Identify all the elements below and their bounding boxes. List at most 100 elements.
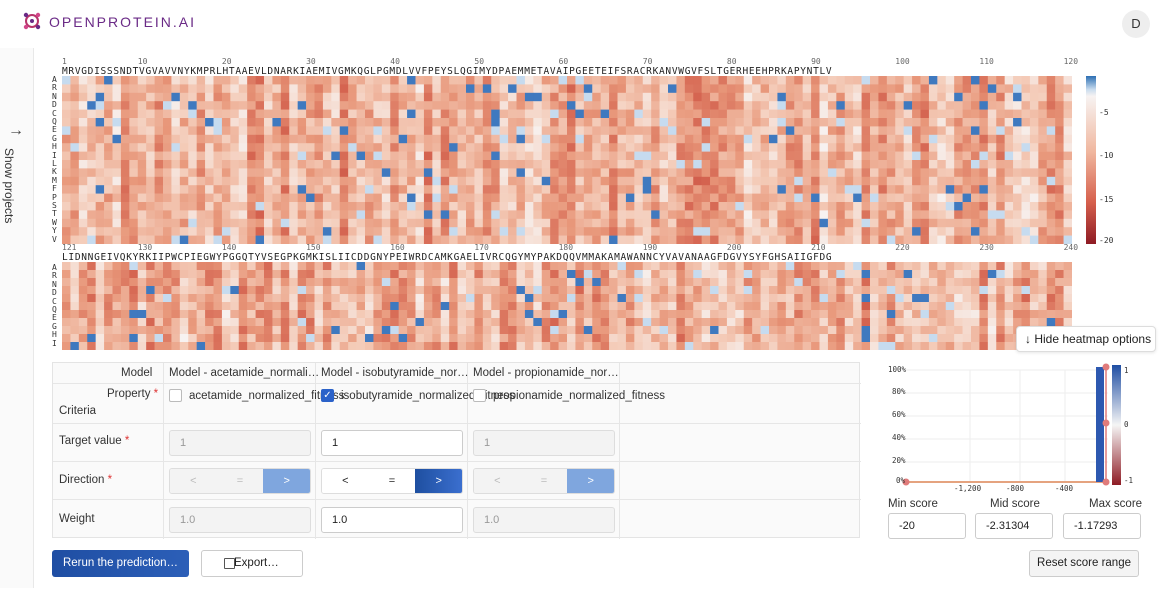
heatmap-cell (726, 76, 736, 85)
direction-greater-button[interactable]: > (263, 469, 310, 493)
heatmap-cell (474, 334, 484, 343)
direction-greater-button[interactable]: > (567, 469, 614, 493)
weight-input-propionamide[interactable]: 1.0 (473, 507, 615, 533)
heatmap-cell (533, 176, 543, 186)
heatmap-cell (491, 134, 500, 144)
user-avatar[interactable]: D (1122, 10, 1150, 38)
rerun-prediction-button[interactable]: Rerun the prediction… (52, 550, 189, 577)
heatmap-cell (769, 109, 778, 119)
heatmap-cell (70, 310, 80, 319)
heatmap-cell (693, 342, 702, 350)
target-input-acetamide[interactable]: 1 (169, 430, 311, 456)
direction-equal-button[interactable]: = (520, 469, 568, 493)
weight-input-isobutyramide[interactable]: 1.0 (321, 507, 463, 533)
heatmap-cell (592, 76, 601, 85)
heatmap-cell (836, 302, 846, 311)
direction-selector-acetamide[interactable]: < = > (169, 468, 311, 494)
show-projects-label[interactable]: Show projects (2, 148, 16, 224)
target-input-isobutyramide[interactable]: 1 (321, 430, 463, 456)
heatmap-cell (390, 193, 399, 203)
heatmap-cell (979, 342, 989, 350)
score-distribution-chart[interactable] (880, 362, 1150, 492)
heatmap-cell (205, 318, 214, 327)
heatmap-cell (609, 168, 618, 178)
mid-score-input[interactable]: -2.31304 (975, 513, 1053, 539)
project-sidebar[interactable]: → Show projects (0, 48, 34, 588)
heatmap-cell (365, 334, 374, 343)
arrow-right-icon[interactable]: → (8, 122, 24, 139)
heatmap-cell (356, 334, 366, 343)
heatmap-cell (558, 84, 568, 94)
heatmap-cell (962, 151, 972, 161)
direction-greater-button[interactable]: > (415, 469, 462, 493)
heatmap-cell (154, 235, 164, 244)
heatmap-cell (659, 218, 669, 228)
heatmap-cell (524, 218, 534, 228)
heatmap-cell (996, 84, 1005, 94)
property-checkbox-acetamide[interactable] (169, 389, 182, 402)
heatmap-cell (954, 210, 963, 220)
heatmap-cell (912, 92, 921, 102)
heatmap-cell (524, 302, 534, 311)
max-score-input[interactable]: -1.17293 (1063, 513, 1141, 539)
heatmap-cell (668, 151, 677, 161)
heatmap-cell (659, 294, 669, 303)
heatmap-cell (600, 286, 610, 295)
heatmap-cell (146, 84, 155, 94)
brand-name[interactable]: OPENPROTEIN.AI (49, 14, 197, 30)
heatmap-cell (339, 126, 349, 136)
export-button[interactable]: Export… (201, 550, 303, 577)
direction-equal-button[interactable]: = (368, 469, 416, 493)
direction-less-button[interactable]: < (322, 469, 369, 493)
heatmap-block-2[interactable] (62, 262, 1072, 350)
heatmap-cell (861, 84, 871, 94)
heatmap-cell (264, 143, 273, 152)
property-checkbox-propionamide[interactable] (473, 389, 486, 402)
heatmap-cell (322, 227, 332, 236)
heatmap-cell (592, 134, 601, 144)
heatmap-cell (710, 218, 719, 228)
heatmap-cell (365, 235, 374, 244)
heatmap-cell (524, 262, 534, 271)
heatmap-cell (971, 92, 980, 102)
heatmap-cell (954, 294, 963, 303)
heatmap-cell (777, 334, 787, 343)
heatmap-cell (903, 318, 913, 327)
heatmap-cell (533, 92, 543, 102)
target-input-propionamide[interactable]: 1 (473, 430, 615, 456)
heatmap-cell (752, 326, 761, 335)
heatmap-cell (112, 193, 122, 203)
weight-input-acetamide[interactable]: 1.0 (169, 507, 311, 533)
hide-heatmap-options-button[interactable]: ↓ Hide heatmap options (1016, 326, 1156, 352)
direction-less-button[interactable]: < (170, 469, 217, 493)
heatmap-cell (693, 101, 702, 110)
min-score-input[interactable]: -20 (888, 513, 966, 539)
heatmap-cell (339, 227, 349, 236)
heatmap-cell (516, 342, 526, 350)
heatmap-cell (928, 134, 938, 144)
heatmap-cell (945, 160, 955, 169)
heatmap-cell (987, 134, 997, 144)
heatmap-cell (937, 185, 947, 194)
heatmap-cell (550, 326, 559, 335)
heatmap-cell (154, 278, 164, 287)
direction-selector-isobutyramide[interactable]: < = > (321, 468, 463, 494)
direction-selector-propionamide[interactable]: < = > (473, 468, 615, 494)
openprotein-logo-icon[interactable] (22, 11, 42, 31)
heatmap-cell (331, 310, 341, 319)
heatmap-cell (415, 76, 425, 85)
heatmap-block-1[interactable] (62, 76, 1072, 244)
heatmap-cell (373, 342, 383, 350)
heatmap-cell (365, 134, 374, 144)
heatmap-cell (331, 109, 341, 119)
heatmap-cell (971, 310, 980, 319)
property-checkbox-isobutyramide[interactable]: ✓ (321, 389, 334, 402)
heatmap-cell (70, 286, 80, 295)
direction-equal-button[interactable]: = (216, 469, 264, 493)
heatmap-cell (971, 118, 980, 127)
heatmap-cell (575, 227, 585, 236)
heatmap-cell (373, 286, 383, 295)
reset-score-range-button[interactable]: Reset score range (1029, 550, 1139, 577)
direction-less-button[interactable]: < (474, 469, 521, 493)
heatmap-cell (743, 126, 753, 136)
